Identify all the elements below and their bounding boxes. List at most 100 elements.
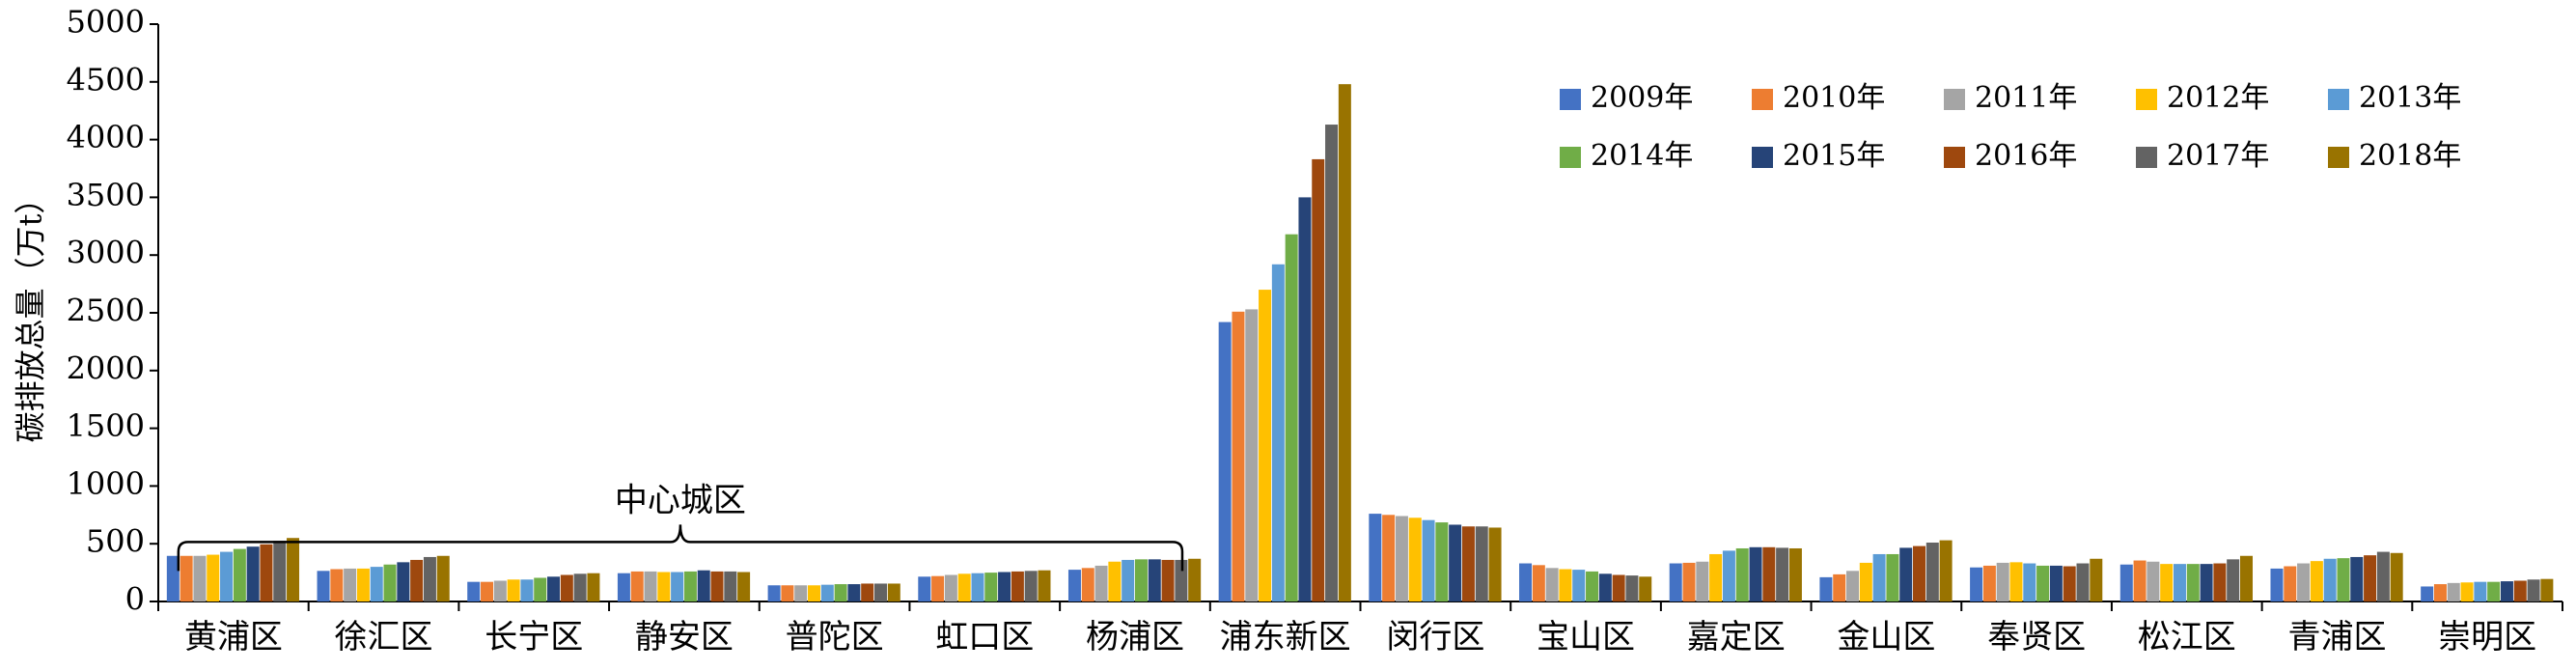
- bar: [1259, 290, 1272, 601]
- y-tick-label: 1500: [67, 407, 145, 444]
- bar: [2376, 551, 2390, 601]
- legend-label: 2010年: [1783, 81, 1885, 115]
- legend-swatch: [1944, 147, 1965, 168]
- x-category-label: 金山区: [1837, 618, 1935, 657]
- bar: [931, 575, 945, 601]
- bar: [657, 572, 671, 601]
- legend-swatch: [2136, 147, 2157, 168]
- bar: [2147, 561, 2160, 601]
- bar: [166, 555, 180, 601]
- bar: [2076, 563, 2090, 601]
- bar: [1519, 563, 1533, 601]
- legend-swatch: [2136, 89, 2157, 110]
- bar: [2284, 566, 2297, 601]
- bar: [1996, 562, 2009, 601]
- bar: [2421, 586, 2434, 601]
- bar: [1532, 565, 1545, 601]
- y-tick-label: 1000: [67, 465, 145, 502]
- y-tick-label: 2000: [67, 349, 145, 386]
- bar: [1872, 553, 1886, 601]
- bar: [794, 585, 808, 601]
- bar: [1625, 575, 1639, 601]
- x-category-label: 黄浦区: [184, 618, 283, 657]
- x-category-label: 长宁区: [485, 618, 583, 657]
- axes: 0 500 1000 1500 2000 2500 3000 3500 4000 4500 5000…: [67, 4, 2563, 657]
- bar: [1108, 561, 1122, 601]
- bar: [207, 554, 220, 601]
- y-axis-label-group: 碳排放总量（万t）: [13, 183, 49, 443]
- bar: [330, 569, 344, 601]
- bar: [2160, 564, 2174, 601]
- bar: [2090, 558, 2103, 601]
- bar: [2213, 563, 2227, 601]
- bar: [1298, 197, 1312, 601]
- bar: [1232, 311, 1245, 601]
- bar: [1846, 571, 1860, 601]
- bar: [697, 570, 710, 601]
- bar: [410, 559, 424, 601]
- legend-label: 2017年: [2167, 139, 2269, 173]
- bar: [2323, 558, 2337, 601]
- bar: [2009, 562, 2023, 601]
- legend-swatch: [1560, 89, 1581, 110]
- bar: [724, 571, 737, 601]
- bar: [1788, 547, 1802, 601]
- bar: [1586, 571, 1599, 601]
- bar: [1094, 565, 1108, 601]
- bar: [1735, 547, 1749, 601]
- bar: [370, 567, 383, 601]
- bar: [193, 555, 207, 601]
- annotation-brace: [177, 524, 1184, 572]
- x-category-label: 宝山区: [1537, 618, 1635, 657]
- bar: [246, 546, 260, 601]
- bar: [710, 571, 724, 601]
- y-tick-label: 2500: [67, 293, 145, 329]
- bar: [1913, 545, 1926, 601]
- legend-label: 2014年: [1591, 139, 1693, 173]
- bar: [861, 583, 874, 601]
- bar: [273, 541, 287, 601]
- bar: [1382, 515, 1396, 601]
- y-axis-title: 碳排放总量（万t）: [13, 183, 49, 443]
- bar: [2270, 568, 2284, 601]
- bar: [1081, 568, 1094, 601]
- bar: [2540, 578, 2554, 601]
- bar: [220, 551, 234, 601]
- bar: [1024, 571, 1038, 601]
- bar: [436, 555, 450, 601]
- bar: [918, 576, 931, 601]
- bar: [737, 572, 751, 601]
- bar: [1682, 562, 1696, 601]
- x-category-label: 松江区: [2138, 618, 2236, 657]
- bar: [1545, 568, 1559, 601]
- bar: [317, 571, 330, 601]
- y-tick-label: 3000: [67, 235, 145, 271]
- bar: [2364, 555, 2377, 601]
- bar: [1395, 516, 1408, 601]
- bar: [1148, 559, 1161, 601]
- bar: [1134, 559, 1148, 601]
- bar: [820, 584, 834, 601]
- bar: [1038, 570, 1051, 601]
- bar: [1218, 322, 1232, 601]
- bar: [560, 574, 573, 601]
- bar: [2063, 566, 2076, 601]
- bar: [1325, 125, 1339, 602]
- bar: [2173, 564, 2186, 601]
- y-tick-label: 3500: [67, 177, 145, 213]
- bar: [1572, 570, 1586, 601]
- bar: [2460, 582, 2474, 601]
- bar: [998, 572, 1011, 601]
- bar: [2036, 565, 2050, 601]
- bar: [2500, 581, 2513, 601]
- bar: [807, 585, 820, 601]
- bar: [1245, 309, 1259, 601]
- bar: [1762, 546, 1776, 601]
- bar: [1886, 553, 1899, 601]
- bar: [1475, 526, 1488, 601]
- bar: [847, 584, 861, 601]
- legend-label: 2015年: [1783, 139, 1885, 173]
- bar: [2433, 584, 2447, 601]
